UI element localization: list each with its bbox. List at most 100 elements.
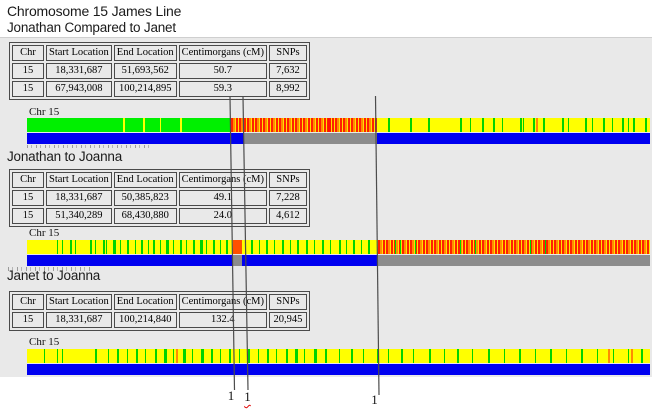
section-heading: Jonathan Compared to Janet: [7, 20, 176, 35]
bar-stripe: [210, 349, 213, 363]
bar-stripe: [229, 349, 232, 363]
chromosome-label: Chr 15: [29, 227, 60, 239]
table-cell: 24.0: [178, 208, 267, 224]
bar-stripe: [56, 349, 58, 363]
bar-stripe: [147, 240, 149, 254]
bar-stripe: [597, 349, 599, 363]
bar-stripe: [117, 349, 120, 363]
table-cell: 59.3: [178, 81, 267, 97]
bar-stripe: [493, 118, 495, 132]
bar-stripe: [89, 240, 92, 254]
table-row: 15 18,331,687 51,693,562 50.7 7,632: [12, 63, 307, 79]
bar-stripe: [645, 118, 648, 132]
bar-stripe: [611, 118, 613, 132]
generation-marker: 1: [244, 389, 251, 404]
chromosome-label: Chr 15: [29, 106, 60, 118]
bar-segment: [27, 364, 650, 375]
bar-stripe: [182, 349, 186, 363]
bar-stripe: [205, 240, 207, 254]
bar-stripe: [251, 240, 254, 254]
table-cell: 18,331,687: [46, 63, 112, 79]
bar-stripe: [173, 349, 175, 363]
bar-stripe: [325, 349, 328, 363]
bar-stripe: [152, 240, 155, 254]
column-header: Chr: [12, 172, 44, 188]
bar-stripe: [192, 240, 195, 254]
bar-segment: [377, 133, 650, 144]
clipped-text-artifact: [27, 145, 149, 148]
column-header: End Location: [113, 294, 177, 310]
bar-stripe: [112, 240, 116, 254]
bar-segment: [230, 118, 378, 132]
bar-stripe: [313, 349, 317, 363]
table-cell: 15: [12, 312, 44, 328]
bar-stripe: [321, 240, 324, 254]
bar-stripe: [119, 240, 121, 254]
table-cell: 8,992: [268, 81, 307, 97]
bar-stripe: [69, 240, 72, 254]
bar-stripe: [297, 240, 300, 254]
bar-stripe: [142, 118, 145, 132]
chromosome-paint-bar: [27, 240, 650, 254]
table-cell: 18,331,687: [46, 312, 112, 328]
bar-stripe: [136, 349, 139, 363]
bar-stripe: [565, 349, 567, 363]
match-indicator-bar: [27, 133, 650, 144]
segment-table: Chr Start Location End Location Centimorgan…: [9, 42, 310, 100]
bar-stripe: [413, 349, 415, 363]
section-heading: Jonathan to Joanna: [7, 149, 122, 164]
column-header: SNPs: [268, 45, 307, 61]
bar-stripe: [192, 349, 194, 363]
table-cell: 18,331,687: [46, 190, 112, 206]
bar-stripe: [428, 349, 431, 363]
bar-stripe: [501, 118, 503, 132]
bar-segment: [233, 255, 242, 266]
bar-stripe: [185, 240, 187, 254]
bar-stripe: [201, 349, 205, 363]
column-header: SNPs: [268, 172, 307, 188]
bar-stripe: [282, 240, 285, 254]
bar-stripe: [304, 349, 306, 363]
bar-stripe: [172, 240, 174, 254]
bar-stripe: [238, 349, 240, 363]
column-header: Chr: [12, 45, 44, 61]
bar-stripe: [353, 240, 356, 254]
bar-stripe: [141, 240, 143, 254]
bar-stripe: [220, 240, 222, 254]
table-cell: 100,214,895: [113, 81, 177, 97]
bar-stripe: [472, 349, 474, 363]
bar-stripe: [56, 240, 58, 254]
bar-stripe: [544, 240, 546, 254]
bar-stripe: [220, 349, 222, 363]
bar-stripe: [160, 118, 162, 132]
column-header: Start Location: [46, 45, 112, 61]
column-header: SNPs: [268, 294, 307, 310]
bar-stripe: [345, 240, 347, 254]
bar-stripe: [327, 118, 331, 132]
bar-stripe: [94, 349, 97, 363]
table-cell: 7,228: [268, 190, 307, 206]
table-cell: 132.4: [178, 312, 267, 328]
bar-stripe: [532, 118, 535, 132]
bar-stripe: [164, 349, 168, 363]
bar-stripe: [535, 118, 538, 132]
bar-stripe: [107, 349, 109, 363]
bar-stripe: [266, 349, 269, 363]
bar-stripe: [122, 118, 125, 132]
bar-stripe: [519, 349, 522, 363]
table-cell: 4,612: [268, 208, 307, 224]
bar-stripe: [377, 349, 380, 363]
bar-stripe: [329, 240, 331, 254]
section-heading: Janet to Joanna: [7, 268, 101, 283]
bar-stripe: [633, 118, 636, 132]
bar-stripe: [459, 240, 461, 254]
table-header-row: Chr Start Location End Location Centimorgan…: [12, 294, 307, 310]
bar-stripe: [395, 240, 397, 254]
column-header: Start Location: [46, 294, 112, 310]
bar-stripe: [273, 240, 275, 254]
column-header: Start Location: [46, 172, 112, 188]
page-title: Chromosome 15 James Line: [7, 3, 182, 19]
column-header: End Location: [113, 172, 177, 188]
table-row: 15 51,340,289 68,430,880 24.0 4,612: [12, 208, 307, 224]
